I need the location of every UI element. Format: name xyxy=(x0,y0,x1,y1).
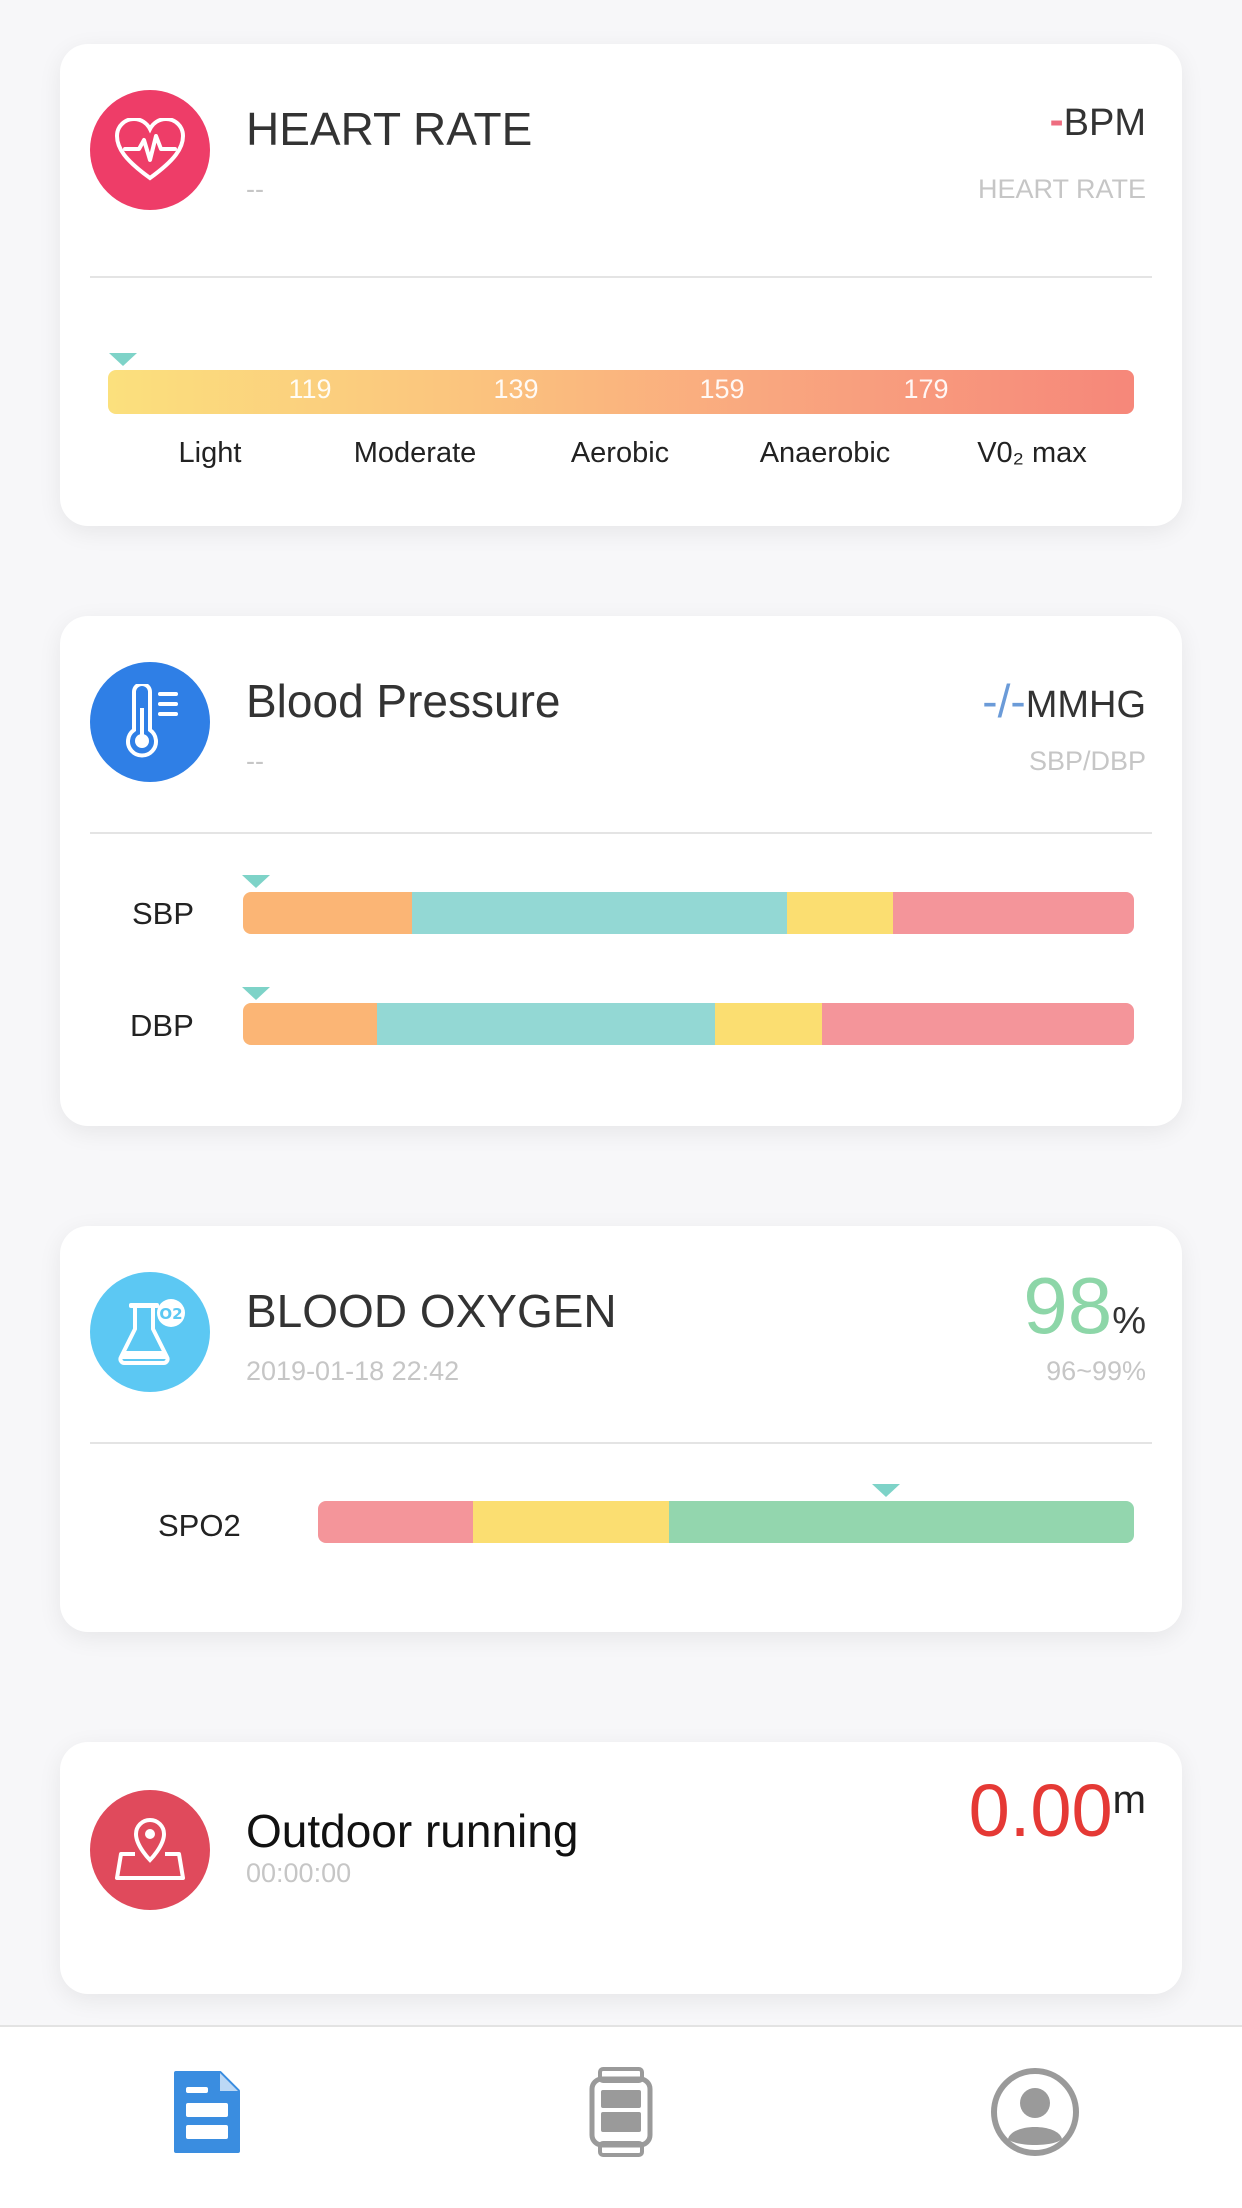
divider xyxy=(90,1442,1152,1444)
value-number: -/- xyxy=(982,675,1026,727)
bar-segment xyxy=(715,1003,823,1045)
blood-pressure-caption: SBP/DBP xyxy=(1028,746,1146,776)
level-marker xyxy=(109,353,137,366)
level-marker xyxy=(242,987,270,1000)
bar-segment xyxy=(786,892,894,934)
blood-pressure-value: -/-MMHG xyxy=(982,674,1146,728)
zone-label-vo2max: V0₂ max xyxy=(977,437,1087,469)
tab-profile[interactable] xyxy=(980,2057,1090,2167)
bar-segment xyxy=(473,1501,669,1543)
sbp-bar xyxy=(243,892,1134,934)
value-unit: m xyxy=(1112,1778,1146,1822)
bar-segment xyxy=(412,892,787,934)
value-unit: BPM xyxy=(1063,102,1146,144)
bar-segment xyxy=(243,892,413,934)
blood-oxygen-caption: 96~99% xyxy=(1046,1356,1146,1386)
blood-oxygen-card[interactable]: O2 BLOOD OXYGEN 2019-01-18 22:42 98% 96~… xyxy=(60,1226,1182,1632)
divider xyxy=(90,276,1152,278)
bar-segment xyxy=(318,1501,474,1543)
dbp-bar xyxy=(243,1003,1134,1045)
divider xyxy=(90,832,1152,834)
outdoor-running-card[interactable]: Outdoor running 00:00:00 0.00m xyxy=(60,1742,1182,1994)
tick-label: 119 xyxy=(288,374,332,404)
dbp-label: DBP xyxy=(130,1008,194,1043)
value-unit: % xyxy=(1112,1300,1146,1342)
zone-label-aerobic: Aerobic xyxy=(570,437,670,469)
svg-text:O2: O2 xyxy=(159,1305,182,1323)
tab-bar xyxy=(0,2025,1242,2208)
tick-label: 139 xyxy=(493,374,539,404)
map-pin-icon xyxy=(90,1790,210,1910)
level-marker xyxy=(872,1484,900,1497)
zone-label-anaerobic: Anaerobic xyxy=(759,437,891,469)
zone-label-light: Light xyxy=(178,437,242,469)
profile-icon xyxy=(991,2068,1079,2156)
bar-segment xyxy=(243,1003,377,1045)
value-number: - xyxy=(1049,96,1064,143)
heart-rate-zone-bar xyxy=(108,370,1134,414)
heart-rate-card[interactable]: HEART RATE -- -BPM HEART RATE 119 139 15… xyxy=(60,44,1182,526)
card-title: Blood Pressure xyxy=(246,675,561,727)
running-distance-value: 0.00m xyxy=(969,1768,1146,1853)
thermometer-icon xyxy=(90,662,210,782)
level-marker xyxy=(242,875,270,888)
heart-rate-value: -BPM xyxy=(1050,96,1146,150)
spo2-label: SPO2 xyxy=(158,1508,241,1543)
tab-report[interactable] xyxy=(152,2057,262,2167)
spo2-bar xyxy=(318,1501,1134,1543)
value-unit: MMHG xyxy=(1025,684,1146,726)
card-title: Outdoor running xyxy=(246,1805,579,1857)
value-number: 0.00 xyxy=(968,1769,1113,1852)
card-subtitle: 00:00:00 xyxy=(246,1858,352,1888)
bar-segment xyxy=(893,892,1134,934)
card-title: BLOOD OXYGEN xyxy=(246,1285,617,1337)
value-number: 98 xyxy=(1023,1261,1113,1350)
blood-oxygen-value: 98% xyxy=(1023,1260,1146,1352)
bar-segment xyxy=(668,1501,1134,1543)
flask-o2-icon: O2 xyxy=(90,1272,210,1392)
tick-label: 179 xyxy=(903,374,949,404)
watch-icon xyxy=(589,2067,653,2157)
report-icon xyxy=(174,2071,240,2153)
tab-watch[interactable] xyxy=(566,2057,676,2167)
tick-label: 159 xyxy=(699,374,745,404)
bar-segment xyxy=(822,1003,1134,1045)
blood-pressure-card[interactable]: Blood Pressure -- -/-MMHG SBP/DBP SBP DB… xyxy=(60,616,1182,1126)
heart-pulse-icon xyxy=(90,90,210,210)
bar-segment xyxy=(376,1003,716,1045)
heart-rate-caption: HEART RATE xyxy=(977,174,1146,204)
sbp-label: SBP xyxy=(132,896,195,931)
card-subtitle: -- xyxy=(246,174,264,204)
card-subtitle: 2019-01-18 22:42 xyxy=(246,1356,460,1386)
zone-label-moderate: Moderate xyxy=(353,437,477,469)
card-subtitle: -- xyxy=(246,746,264,776)
card-title: HEART RATE xyxy=(246,103,533,155)
